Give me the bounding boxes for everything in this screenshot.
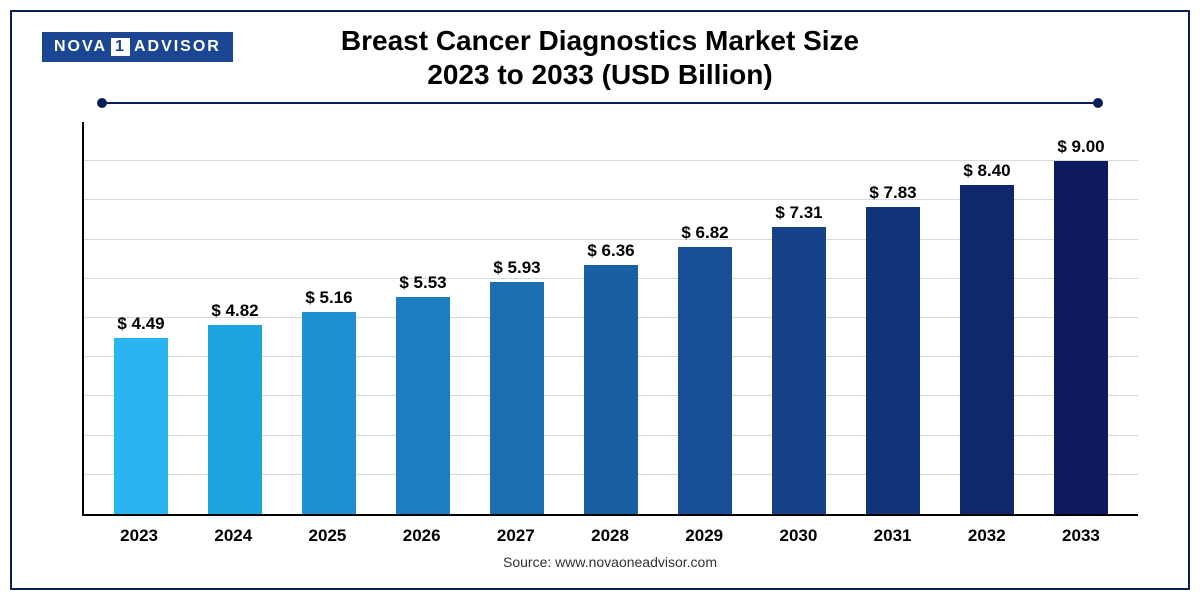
bar	[772, 227, 827, 514]
bar-column: $ 4.82	[188, 122, 282, 514]
bar-value-label: $ 4.49	[117, 314, 164, 334]
bar	[1054, 161, 1109, 514]
bar	[208, 325, 263, 514]
bar-column: $ 8.40	[940, 122, 1034, 514]
header-row: NOVA 1 ADVISOR Breast Cancer Diagnostics…	[42, 24, 1158, 94]
bar	[490, 282, 545, 514]
bar-value-label: $ 8.40	[963, 161, 1010, 181]
bar	[960, 185, 1015, 514]
bar	[866, 207, 921, 514]
bar-column: $ 6.36	[564, 122, 658, 514]
x-tick-label: 2028	[563, 526, 657, 546]
bar	[302, 312, 357, 514]
x-tick-label: 2027	[469, 526, 563, 546]
bar-column: $ 7.31	[752, 122, 846, 514]
x-tick-label: 2032	[940, 526, 1034, 546]
bar-column: $ 4.49	[94, 122, 188, 514]
title-underline	[102, 102, 1098, 104]
x-tick-label: 2025	[280, 526, 374, 546]
bar-value-label: $ 7.31	[775, 203, 822, 223]
plot-region: $ 4.49 $ 4.82 $ 5.16 $ 5.53 $ 5.93 $ 6.36 $ 6.…	[82, 122, 1138, 516]
bar-value-label: $ 6.82	[681, 223, 728, 243]
source-text: Source: www.novaoneadvisor.com	[82, 554, 1138, 570]
x-tick-label: 2023	[92, 526, 186, 546]
logo-badge: NOVA 1 ADVISOR	[42, 32, 233, 62]
logo-digit: 1	[111, 38, 130, 56]
logo-suffix: ADVISOR	[134, 38, 221, 56]
bar-column: $ 7.83	[846, 122, 940, 514]
chart-area: $ 4.49 $ 4.82 $ 5.16 $ 5.53 $ 5.93 $ 6.36 $ 6.…	[82, 122, 1138, 570]
x-tick-label: 2033	[1034, 526, 1128, 546]
bar-value-label: $ 4.82	[211, 301, 258, 321]
bar	[396, 297, 451, 514]
bar	[114, 338, 169, 514]
x-axis: 2023202420252026202720282029203020312032…	[82, 516, 1138, 546]
bar	[678, 247, 733, 514]
x-tick-label: 2029	[657, 526, 751, 546]
chart-frame: NOVA 1 ADVISOR Breast Cancer Diagnostics…	[10, 10, 1190, 590]
x-tick-label: 2024	[186, 526, 280, 546]
bar-value-label: $ 5.53	[399, 273, 446, 293]
bar-value-label: $ 5.16	[305, 288, 352, 308]
logo-prefix: NOVA	[54, 38, 107, 56]
bar-column: $ 5.53	[376, 122, 470, 514]
bar-column: $ 5.16	[282, 122, 376, 514]
title-line-2: 2023 to 2033 (USD Billion)	[42, 58, 1158, 92]
bars-container: $ 4.49 $ 4.82 $ 5.16 $ 5.53 $ 5.93 $ 6.36 $ 6.…	[84, 122, 1138, 514]
x-tick-label: 2030	[751, 526, 845, 546]
bar-column: $ 6.82	[658, 122, 752, 514]
bar-value-label: $ 7.83	[869, 183, 916, 203]
bar-value-label: $ 6.36	[587, 241, 634, 261]
bar-value-label: $ 5.93	[493, 258, 540, 278]
bar-value-label: $ 9.00	[1057, 137, 1104, 157]
x-tick-label: 2031	[846, 526, 940, 546]
x-tick-label: 2026	[375, 526, 469, 546]
bar	[584, 265, 639, 514]
bar-column: $ 9.00	[1034, 122, 1128, 514]
bar-column: $ 5.93	[470, 122, 564, 514]
